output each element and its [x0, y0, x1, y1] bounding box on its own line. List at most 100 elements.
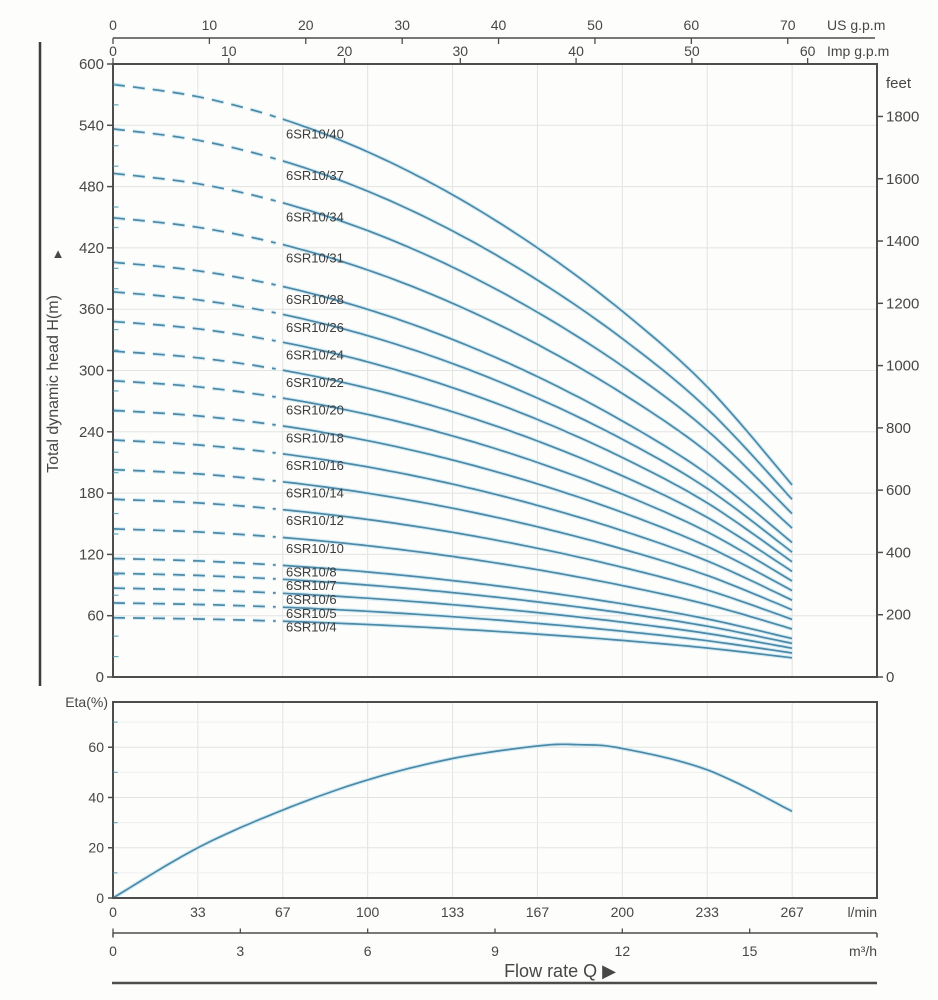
y-axis-tick-label: 300 [79, 363, 104, 380]
head-curve [282, 160, 793, 500]
lmin-tick-label: 0 [109, 904, 117, 920]
series-label: 6SR10/34 [286, 209, 344, 224]
lmin-tick-label: 33 [190, 904, 206, 920]
curve-halo [112, 319, 277, 343]
head-curve-dashed [112, 498, 276, 510]
flow-rate-axis-title: Flow rate Q ▶ [504, 961, 616, 981]
series-label: 6SR10/28 [286, 292, 344, 307]
head-curve-dashed [112, 468, 276, 482]
head-curve [282, 508, 793, 621]
us-gpm-tick-label: 0 [109, 17, 117, 33]
feet-axis-tick-label: 0 [886, 669, 894, 686]
imp-gpm-tick-label: 20 [337, 43, 353, 59]
head-curve-dashed [112, 602, 276, 608]
head-curve [282, 369, 793, 573]
feet-axis-tick-label: 1600 [886, 171, 919, 188]
head-curve-dashed [112, 216, 276, 244]
head-curve-dashed [112, 261, 276, 286]
head-curve [282, 341, 793, 563]
imp-gpm-tick-label: 30 [453, 43, 469, 59]
head-curve [282, 606, 793, 654]
series-label: 6SR10/14 [286, 486, 344, 501]
feet-axis-tick-label: 1400 [886, 233, 919, 250]
head-curve-dashed [112, 83, 276, 118]
feet-axis-tick-label: 800 [886, 420, 911, 437]
head-curve-dashed [112, 528, 276, 538]
head-curve-dashed [112, 128, 276, 160]
us-gpm-unit-label: US g.p.m [827, 17, 885, 33]
feet-axis-tick-label: 1200 [886, 295, 919, 312]
head-curve [282, 201, 793, 515]
m3h-tick-label: 9 [491, 943, 499, 959]
curve-halo [112, 378, 277, 399]
us-gpm-tick-label: 70 [780, 17, 796, 33]
head-curve [282, 592, 793, 650]
eta-axis-tick-label: 0 [96, 890, 104, 906]
series-label: 6SR10/31 [286, 251, 344, 266]
head-curve [282, 397, 793, 582]
feet-axis-tick-label: 200 [886, 607, 911, 624]
lmin-tick-label: 267 [780, 904, 804, 920]
feet-axis-tick-label: 1000 [886, 358, 919, 375]
head-curve [282, 564, 793, 640]
series-label: 6SR10/24 [286, 347, 344, 362]
imp-gpm-tick-label: 0 [109, 43, 117, 59]
head-curve-dashed [112, 290, 276, 314]
head-curve [282, 285, 793, 544]
head-curve [282, 620, 793, 659]
series-label: 6SR10/37 [286, 168, 344, 183]
y-axis-tick-label: 0 [96, 669, 104, 686]
us-gpm-tick-label: 50 [587, 17, 603, 33]
feet-axis-tick-label: 600 [886, 482, 911, 499]
imp-gpm-tick-label: 60 [800, 43, 816, 59]
head-curve-dashed [112, 320, 276, 342]
head-curve [282, 425, 793, 592]
us-gpm-tick-label: 40 [491, 17, 507, 33]
series-label: 6SR10/22 [286, 375, 344, 390]
head-axis-title: Total dynamic head H(m) [45, 295, 62, 473]
head-curve-dashed [112, 616, 276, 622]
series-label: 6SR10/6 [286, 592, 337, 607]
imp-gpm-tick-label: 10 [221, 43, 237, 59]
head-curve-dashed [112, 172, 276, 202]
head-curve-dashed [112, 350, 276, 370]
eta-axis-title: Eta(%) [65, 694, 108, 710]
series-label: 6SR10/5 [286, 606, 337, 621]
curve-halo [112, 215, 277, 245]
head-curve-dashed [112, 572, 276, 580]
efficiency-curve [112, 743, 793, 899]
head-curve [282, 536, 793, 630]
lmin-tick-label: 100 [356, 904, 380, 920]
us-gpm-tick-label: 20 [298, 17, 314, 33]
lmin-unit-label: l/min [847, 904, 877, 920]
imp-gpm-tick-label: 50 [684, 43, 700, 59]
head-axis-arrow-icon: ▲ [52, 246, 65, 261]
feet-axis-tick-label: 1800 [886, 108, 919, 125]
series-label: 6SR10/26 [286, 320, 344, 335]
y-axis-tick-label: 180 [79, 485, 104, 502]
curve-halo [112, 289, 277, 315]
m3h-tick-label: 0 [109, 943, 117, 959]
us-gpm-tick-label: 30 [394, 17, 410, 33]
eta-axis-tick-label: 20 [88, 840, 104, 856]
head-curve-dashed [112, 439, 276, 454]
head-curve [282, 313, 793, 553]
series-label: 6SR10/18 [286, 430, 344, 445]
lmin-tick-label: 233 [696, 904, 720, 920]
y-axis-tick-label: 540 [79, 117, 104, 134]
curve-halo [112, 349, 277, 371]
series-label: 6SR10/20 [286, 403, 344, 418]
lmin-tick-label: 200 [611, 904, 635, 920]
y-axis-tick-label: 600 [79, 56, 104, 73]
y-axis-tick-label: 120 [79, 546, 104, 563]
efficiency-chart-border [112, 701, 878, 899]
series-label: 6SR10/40 [286, 126, 344, 141]
series-label: 6SR10/7 [286, 578, 337, 593]
head-curve [282, 480, 793, 611]
eta-axis-tick-label: 60 [88, 739, 104, 755]
series-label: 6SR10/4 [286, 620, 337, 635]
m3h-unit-label: m³/h [849, 943, 877, 959]
imp-gpm-tick-label: 40 [568, 43, 584, 59]
